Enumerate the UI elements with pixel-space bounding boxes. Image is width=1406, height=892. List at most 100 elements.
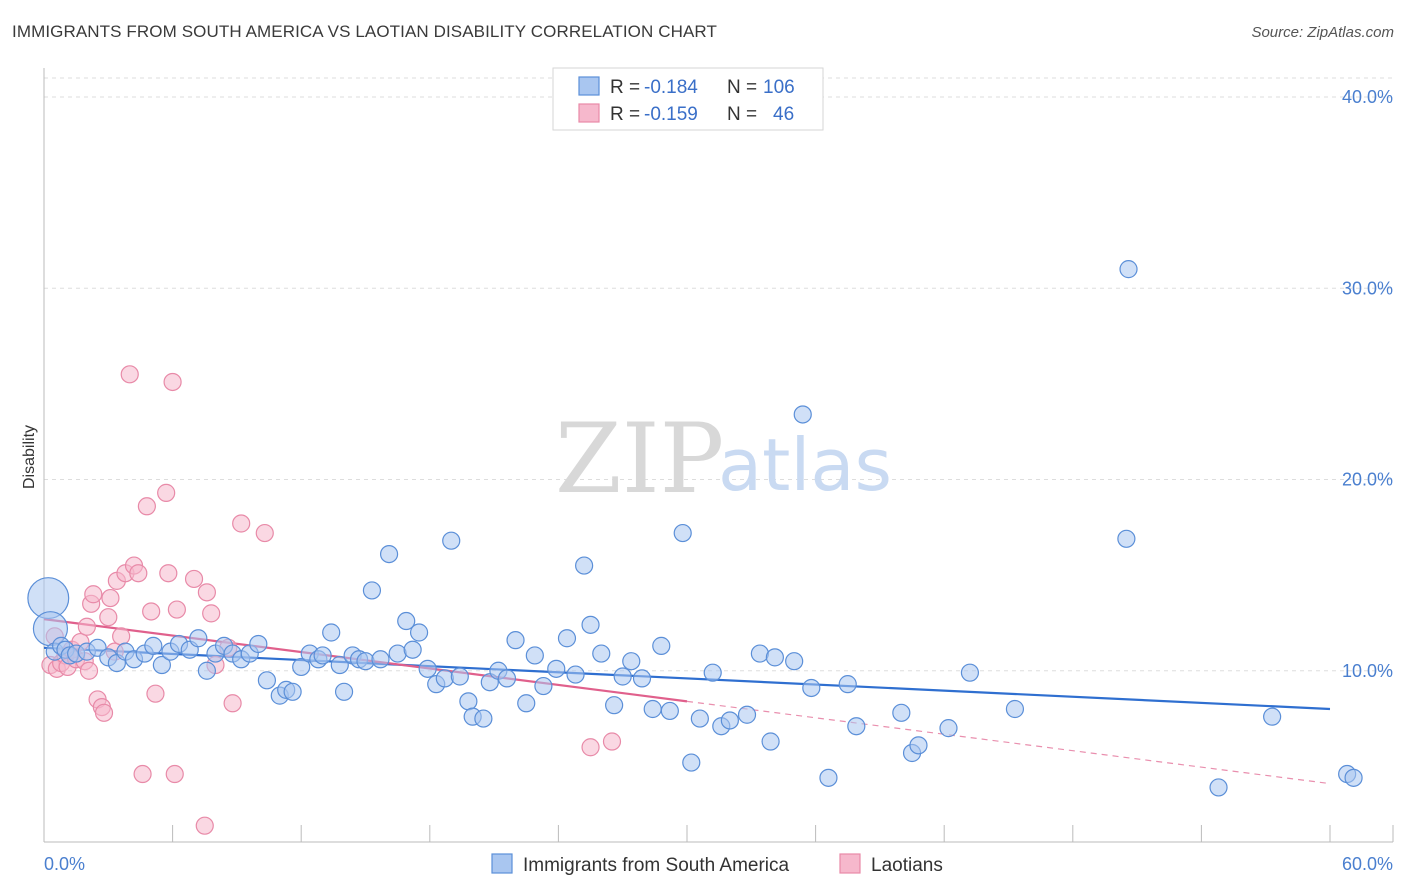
point-south-america-47 xyxy=(409,623,429,642)
point-laotians-36 xyxy=(195,816,214,835)
point-south-america-83 xyxy=(750,644,769,663)
point-south-america-26 xyxy=(249,634,268,654)
axes xyxy=(43,68,1394,843)
watermark-atlas: atlas xyxy=(718,423,892,507)
point-south-america-50 xyxy=(435,669,454,688)
legend-box: R = -0.184 N = 106 R = -0.159 N = 46 xyxy=(552,67,824,131)
point-south-america-58 xyxy=(497,669,517,688)
point-laotians-27 xyxy=(137,497,156,516)
point-south-america-15 xyxy=(152,655,171,675)
point-south-america-14 xyxy=(144,636,163,655)
legend-r-label-1: R = xyxy=(610,77,640,98)
point-laotians-37 xyxy=(197,583,216,602)
point-south-america-81 xyxy=(720,711,739,730)
legend-r-label-2: R = xyxy=(610,104,640,125)
point-south-america-35 xyxy=(322,623,341,642)
point-south-america-60 xyxy=(517,694,536,713)
point-south-america-68 xyxy=(592,644,611,663)
bottom-legend: Immigrants from South America Laotians xyxy=(491,853,943,876)
bottom-legend-swatch-blue xyxy=(491,853,513,874)
data-points xyxy=(27,260,1363,835)
point-south-america-66 xyxy=(575,556,594,575)
source-label: Source: ZipAtlas.com xyxy=(1251,24,1394,41)
point-laotians-28 xyxy=(142,602,161,621)
point-south-america-74 xyxy=(652,636,671,655)
point-south-america-31 xyxy=(292,657,311,677)
point-south-america-77 xyxy=(682,753,701,772)
point-south-america-62 xyxy=(534,676,553,696)
point-laotians-16 xyxy=(94,703,114,722)
x-tick-right: 60.0% xyxy=(1342,854,1393,874)
point-south-america-87 xyxy=(793,405,812,424)
point-south-america-43 xyxy=(379,544,399,564)
point-south-america-64 xyxy=(557,629,577,648)
point-laotians-45 xyxy=(602,732,622,751)
point-laotians-18 xyxy=(101,588,120,608)
point-south-america-34 xyxy=(313,646,332,665)
point-laotians-43 xyxy=(255,523,274,543)
point-laotians-32 xyxy=(163,372,182,392)
point-south-america-61 xyxy=(525,646,544,665)
watermark-zip: ZIP xyxy=(555,403,724,515)
point-south-america-37 xyxy=(334,682,354,701)
point-laotians-30 xyxy=(157,483,176,502)
point-south-america-48 xyxy=(418,659,437,678)
point-south-america-91 xyxy=(847,717,866,736)
legend-r-value-1: -0.184 xyxy=(644,77,698,98)
point-south-america-44 xyxy=(388,644,407,663)
point-laotians-21 xyxy=(112,627,131,646)
point-south-america-52 xyxy=(450,667,469,686)
point-south-america-76 xyxy=(673,523,692,543)
point-south-america-95 xyxy=(939,719,958,738)
point-south-america-40 xyxy=(356,652,375,671)
y-tick-label-0: 10.0% xyxy=(1342,661,1393,681)
point-south-america-63 xyxy=(547,659,566,678)
point-south-america-86 xyxy=(785,652,804,671)
point-laotians-44 xyxy=(581,738,600,757)
y-tick-label-2: 30.0% xyxy=(1342,278,1393,298)
legend-swatch-pink xyxy=(578,103,600,123)
point-laotians-10 xyxy=(77,617,96,636)
legend-n-value-1: 106 xyxy=(763,77,795,98)
point-south-america-73 xyxy=(643,699,662,719)
point-laotians-33 xyxy=(165,764,184,784)
point-laotians-11 xyxy=(79,661,99,680)
point-south-america-100 xyxy=(1209,778,1228,797)
point-south-america-78 xyxy=(690,709,709,728)
trend-line-blue xyxy=(43,646,1331,711)
point-south-america-19 xyxy=(189,629,208,648)
point-south-america-101 xyxy=(1263,707,1282,726)
point-south-america-65 xyxy=(566,665,585,684)
point-laotians-17 xyxy=(99,608,118,627)
legend-swatch-blue xyxy=(578,76,600,96)
legend-n-label-1: N = xyxy=(727,77,757,98)
y-axis-label: Disability xyxy=(21,425,38,489)
point-south-america-75 xyxy=(660,701,679,721)
point-south-america-103 xyxy=(1344,768,1363,787)
point-south-america-30 xyxy=(283,682,302,701)
point-south-america-27 xyxy=(257,671,277,690)
point-laotians-13 xyxy=(84,585,103,604)
point-south-america-90 xyxy=(838,675,857,694)
point-laotians-42 xyxy=(232,514,251,533)
point-south-america-71 xyxy=(622,652,641,671)
point-south-america-99 xyxy=(1119,260,1138,279)
point-south-america-94 xyxy=(909,736,928,755)
point-laotians-25 xyxy=(129,564,148,583)
point-laotians-23 xyxy=(120,365,139,384)
legend-r-value-2: -0.159 xyxy=(644,104,698,125)
point-south-america-59 xyxy=(506,631,525,650)
trend-line-pink-dashed xyxy=(686,700,1331,785)
point-south-america-92 xyxy=(892,703,911,722)
chart-title: IMMIGRANTS FROM SOUTH AMERICA VS LAOTIAN… xyxy=(12,22,717,41)
point-south-america-42 xyxy=(371,650,390,669)
point-laotians-38 xyxy=(202,604,221,623)
point-laotians-41 xyxy=(223,694,242,713)
legend-n-value-2: 46 xyxy=(773,104,794,125)
bottom-legend-swatch-pink xyxy=(839,853,861,874)
point-laotians-26 xyxy=(133,764,152,784)
point-south-america-20 xyxy=(197,661,216,680)
point-south-america-41 xyxy=(362,581,382,600)
x-tick-left: 0.0% xyxy=(44,854,85,874)
